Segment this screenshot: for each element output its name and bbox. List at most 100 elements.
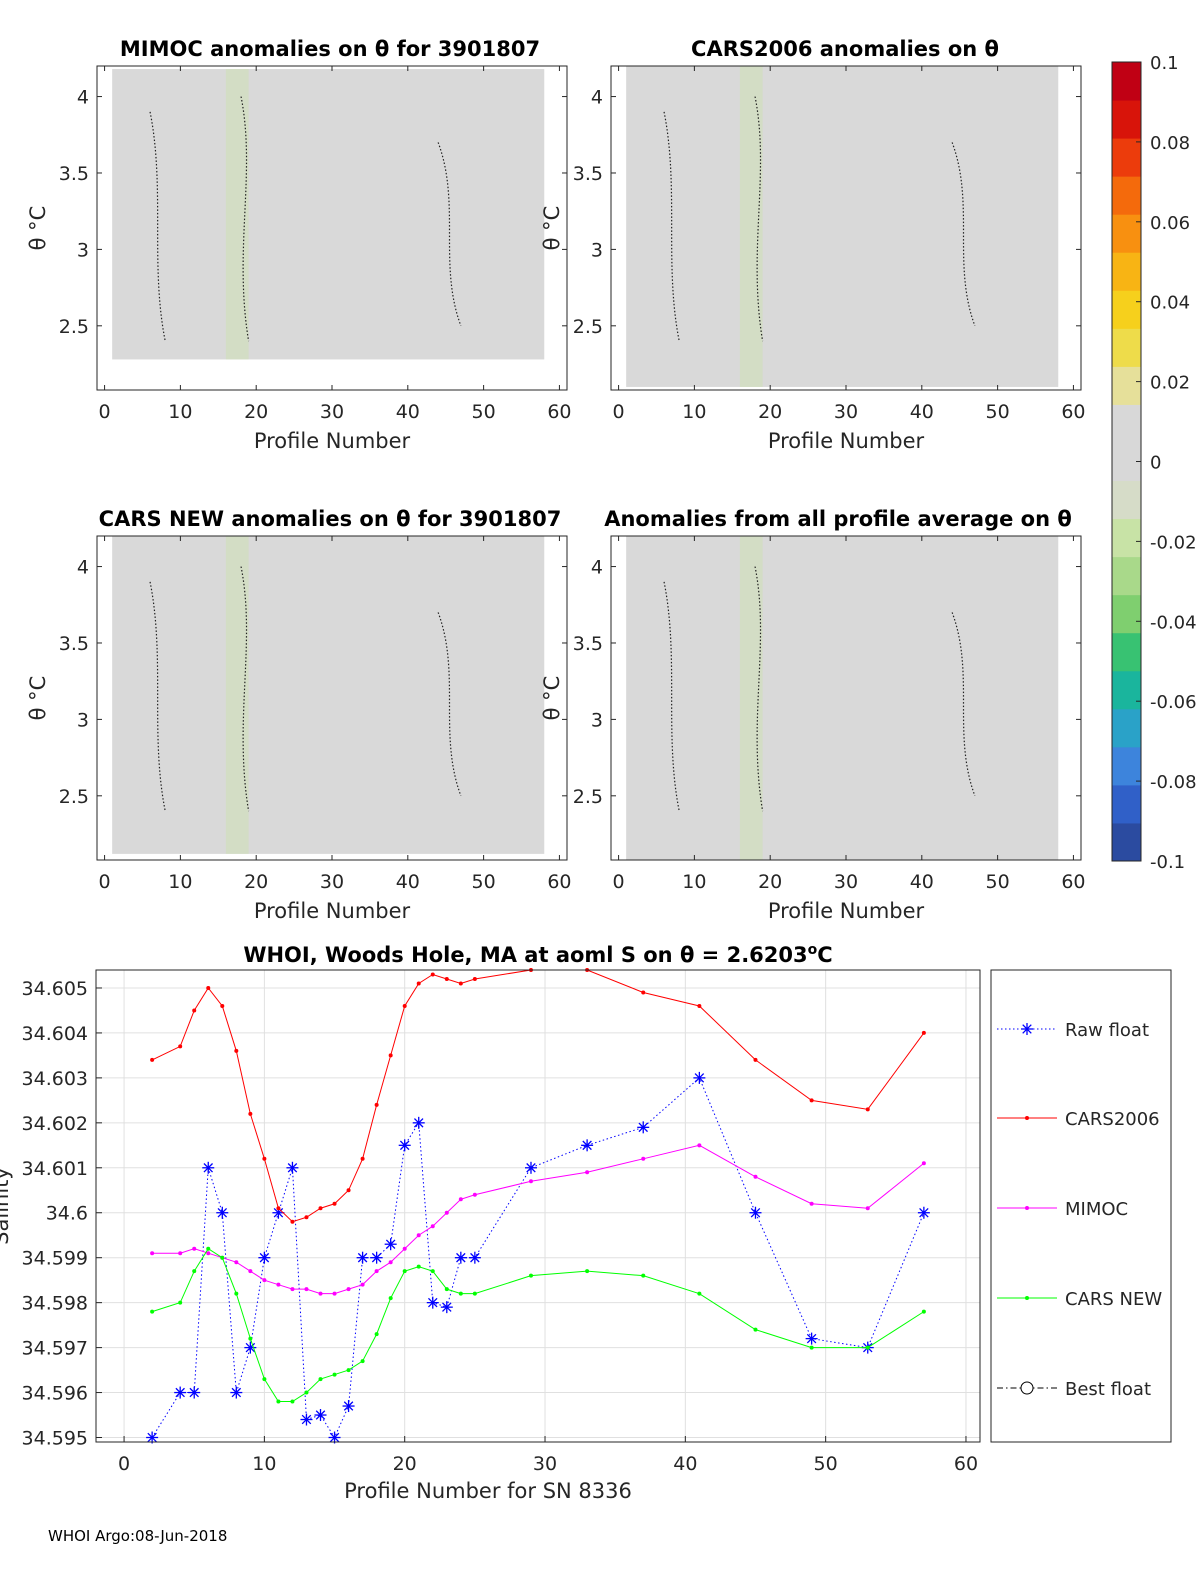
data-point-raw-float (917, 1206, 930, 1219)
axes-frame (95, 969, 981, 1443)
data-point-mimoc (641, 1156, 646, 1161)
x-tick-label: 50 (814, 1453, 838, 1475)
data-point-raw-float (230, 1386, 243, 1399)
x-tick-label: 10 (252, 1453, 276, 1475)
data-point-cars-new (346, 1368, 351, 1373)
anomaly-field (112, 536, 545, 854)
data-point-cars2006 (416, 981, 421, 986)
legend-label: Best float (1065, 1379, 1151, 1400)
salinity-line-chart: 0 10 20 30 40 50 60 34.595 34.596 34.597 34.598 34.… (0, 942, 1172, 1503)
legend-label: Raw float (1065, 1020, 1149, 1041)
data-point-mimoc (276, 1282, 281, 1287)
legend: Raw float CARS2006 MIMOC CARS NEW Best float (990, 969, 1172, 1443)
data-point-cars-new (865, 1345, 870, 1350)
legend-box (990, 969, 1172, 1443)
data-point-raw-float (440, 1301, 453, 1314)
anomaly-streak (225, 69, 249, 360)
data-point-raw-float (426, 1296, 439, 1309)
anomaly-field (626, 536, 1059, 860)
data-point-mimoc (697, 1143, 702, 1148)
data-point-raw-float (412, 1116, 425, 1129)
x-tick-label: 50 (986, 401, 1010, 423)
legend-item-cars2006: CARS2006 (997, 1109, 1160, 1130)
data-point-cars-new (374, 1332, 379, 1337)
colorbar-segment (1112, 518, 1141, 558)
data-point-cars-new (472, 1291, 477, 1296)
legend-marker (1025, 1116, 1029, 1120)
colorbar-segment (1112, 670, 1141, 710)
colorbar-segment (1112, 366, 1141, 405)
x-tick-label: 30 (834, 401, 858, 423)
data-point-raw-float (244, 1341, 257, 1354)
data-point-cars2006 (304, 1215, 309, 1220)
x-axis-label: Profile Number for SN 8336 (344, 1479, 632, 1503)
legend-label: CARS NEW (1065, 1289, 1162, 1310)
data-point-cars2006 (248, 1111, 253, 1116)
data-point-mimoc (374, 1269, 379, 1274)
data-point-mimoc (753, 1174, 758, 1179)
data-point-raw-float (216, 1206, 229, 1219)
y-tick-label: 34.598 (22, 1293, 88, 1315)
y-tick-label: 34.602 (22, 1113, 88, 1135)
data-point-mimoc (585, 1170, 590, 1175)
data-point-cars2006 (206, 985, 211, 990)
x-tick-label: 10 (168, 401, 192, 423)
contour-line (754, 566, 764, 812)
legend-marker (1025, 1206, 1029, 1210)
legend-marker (1021, 1023, 1033, 1035)
x-tick-label: 30 (320, 401, 344, 423)
x-tick-label: 20 (393, 1453, 417, 1475)
data-point-mimoc (402, 1246, 407, 1251)
y-axis-label: θ °C (540, 206, 564, 251)
data-point-raw-float (693, 1071, 706, 1084)
data-point-raw-float (749, 1206, 762, 1219)
panel-title: CARS2006 anomalies on θ (691, 37, 999, 61)
panel-title: Anomalies from all profile average on θ (604, 507, 1072, 531)
data-point-raw-float (202, 1161, 215, 1174)
y-axis-label: Salinity (0, 1167, 13, 1245)
anomaly-streak (225, 536, 249, 854)
data-point-cars-new (585, 1269, 590, 1274)
data-point-cars-new (318, 1377, 323, 1382)
data-point-mimoc (360, 1282, 365, 1287)
y-tick-label: 34.603 (22, 1068, 88, 1090)
x-tick-label: 30 (834, 871, 858, 893)
colorbar-tick-label: 0.04 (1150, 293, 1190, 314)
data-point-mimoc (304, 1287, 309, 1292)
data-point-cars2006 (388, 1053, 393, 1058)
data-point-cars-new (178, 1300, 183, 1305)
data-point-cars2006 (192, 1008, 197, 1013)
colorbar-tick-label: -0.02 (1150, 532, 1197, 553)
data-point-mimoc (248, 1269, 253, 1274)
y-tick-label: 2.5 (59, 316, 89, 338)
data-point-mimoc (262, 1278, 267, 1283)
data-point-cars2006 (150, 1057, 155, 1062)
data-point-cars-new (402, 1269, 407, 1274)
contour-line (663, 581, 680, 812)
colorbar-segment (1112, 708, 1141, 748)
colorbar-segment (1112, 556, 1141, 596)
data-point-raw-float (384, 1238, 397, 1251)
data-point-cars2006 (374, 1102, 379, 1107)
panel-title: MIMOC anomalies on θ for 3901807 (120, 37, 540, 61)
colorbar-segment (1112, 746, 1141, 786)
data-point-cars-new (458, 1291, 463, 1296)
x-tick-label: 0 (99, 871, 111, 893)
colorbar-segment (1112, 328, 1141, 367)
contour-line (240, 566, 250, 812)
data-point-raw-float (805, 1332, 818, 1345)
data-point-cars-new (192, 1269, 197, 1274)
data-point-cars-new (753, 1327, 758, 1332)
data-point-cars2006 (178, 1044, 183, 1049)
x-tick-label: 0 (99, 401, 111, 423)
x-tick-label: 20 (244, 401, 268, 423)
data-point-cars-new (809, 1345, 814, 1350)
data-point-mimoc (388, 1260, 393, 1265)
legend-marker (1020, 1381, 1034, 1395)
colorbar-segment (1112, 290, 1141, 329)
data-point-mimoc (332, 1291, 337, 1296)
data-point-cars-new (332, 1372, 337, 1377)
colorbar-segment (1112, 822, 1141, 862)
contour-line (149, 111, 166, 342)
